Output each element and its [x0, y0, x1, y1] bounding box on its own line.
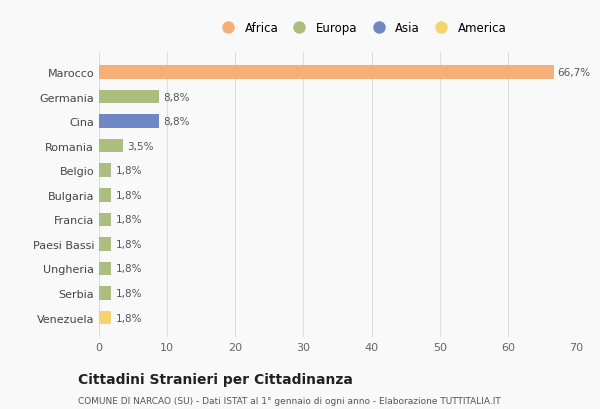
- Bar: [99, 164, 111, 178]
- Text: 1,8%: 1,8%: [115, 239, 142, 249]
- Bar: [99, 311, 111, 324]
- Text: 1,8%: 1,8%: [115, 313, 142, 323]
- Bar: [99, 189, 111, 202]
- Text: 1,8%: 1,8%: [115, 288, 142, 298]
- Legend: Africa, Europa, Asia, America: Africa, Europa, Asia, America: [214, 19, 509, 37]
- Text: 1,8%: 1,8%: [115, 264, 142, 274]
- Text: 3,5%: 3,5%: [127, 142, 154, 151]
- Bar: [99, 238, 111, 251]
- Text: 8,8%: 8,8%: [163, 92, 190, 102]
- Bar: [99, 66, 554, 80]
- Text: 66,7%: 66,7%: [557, 68, 591, 78]
- Text: 8,8%: 8,8%: [163, 117, 190, 127]
- Bar: [99, 262, 111, 276]
- Text: 1,8%: 1,8%: [115, 190, 142, 200]
- Bar: [99, 115, 159, 128]
- Bar: [99, 213, 111, 227]
- Bar: [99, 90, 159, 104]
- Bar: [99, 139, 123, 153]
- Text: Cittadini Stranieri per Cittadinanza: Cittadini Stranieri per Cittadinanza: [78, 373, 353, 387]
- Text: 1,8%: 1,8%: [115, 215, 142, 225]
- Text: COMUNE DI NARCAO (SU) - Dati ISTAT al 1° gennaio di ogni anno - Elaborazione TUT: COMUNE DI NARCAO (SU) - Dati ISTAT al 1°…: [78, 396, 501, 405]
- Bar: [99, 287, 111, 300]
- Text: 1,8%: 1,8%: [115, 166, 142, 176]
